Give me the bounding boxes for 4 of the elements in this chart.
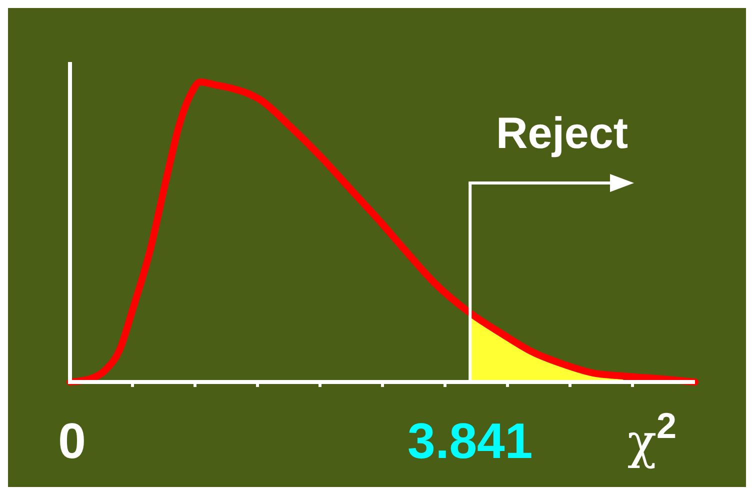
x-tick-label: 3.841 — [408, 413, 533, 469]
x-tick-label: 0 — [58, 413, 86, 469]
x-axis-title: χ$^{2}$ — [627, 404, 677, 470]
ref-line-label: Reject — [496, 109, 628, 158]
